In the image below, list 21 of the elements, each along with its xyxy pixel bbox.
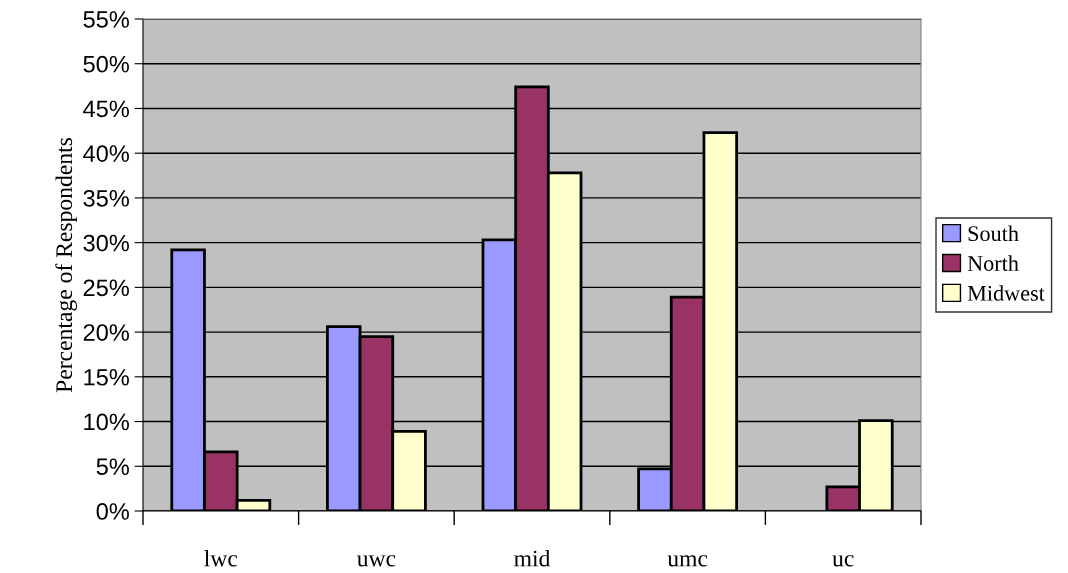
x-tick-label: uc <box>832 555 854 567</box>
x-tick-label: umc <box>667 555 708 567</box>
y-axis-title: Percentage of Respondents <box>55 138 77 393</box>
legend-label: North <box>967 255 1019 271</box>
legend-label: South <box>968 225 1019 242</box>
y-tick-label: 10% <box>84 413 129 431</box>
y-tick-label: 20% <box>83 324 129 341</box>
legend-label: Midwest <box>967 285 1045 301</box>
x-tick-label: lwc <box>204 549 238 567</box>
y-tick-label: 5% <box>96 458 129 476</box>
y-tick-label: 30% <box>83 234 129 252</box>
y-tick-label: 15% <box>84 368 129 386</box>
y-tick-label: 35% <box>83 189 129 207</box>
y-tick-label: 40% <box>83 145 129 162</box>
y-tick-label: 55% <box>83 11 129 28</box>
y-tick-label: 45% <box>83 100 129 118</box>
x-tick-label: mid <box>514 549 551 567</box>
y-tick-label: 25% <box>83 279 129 297</box>
y-tick-label: 0% <box>96 503 129 520</box>
y-tick-label: 50% <box>83 55 129 73</box>
x-tick-label: uwc <box>357 555 396 567</box>
